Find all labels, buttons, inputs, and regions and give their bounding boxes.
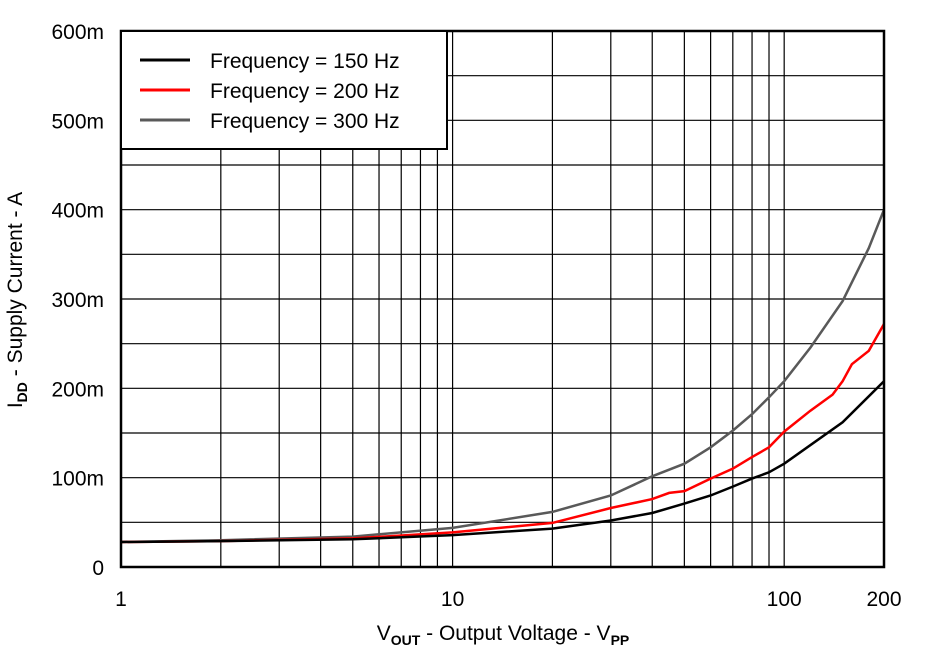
y-tick-label: 500m	[51, 110, 104, 133]
y-tick-label: 0	[92, 557, 104, 580]
series-line	[120, 209, 886, 544]
series-line	[120, 380, 885, 544]
y-tick-label: 100m	[51, 468, 104, 491]
series-line	[120, 323, 886, 544]
x-tick-label: 200	[866, 588, 901, 611]
x-tick-label: 1	[115, 588, 127, 611]
y-tick-label: 400m	[51, 200, 104, 223]
y-axis-label: IDD - Supply Current - A	[4, 192, 30, 408]
y-tick-label: 300m	[51, 289, 104, 312]
legend-label: Frequency = 150 Hz	[210, 50, 400, 73]
series-group	[120, 209, 886, 544]
y-tick-label: 600m	[51, 21, 104, 44]
legend-label: Frequency = 300 Hz	[210, 110, 400, 133]
legend-label: Frequency = 200 Hz	[210, 80, 400, 103]
tick-labels: 1 10 100 200 0 100m 200m 300m 400m 500m 600m	[51, 21, 901, 611]
x-tick-label: 100	[767, 588, 802, 611]
plot-frame	[119, 29, 886, 569]
y-tick-label: 200m	[51, 378, 104, 401]
legend: Frequency = 150 Hz Frequency = 200 Hz Freq…	[120, 30, 448, 150]
x-axis-label: VOUT - Output Voltage - VPP	[377, 622, 630, 648]
x-tick-label: 10	[441, 588, 464, 611]
